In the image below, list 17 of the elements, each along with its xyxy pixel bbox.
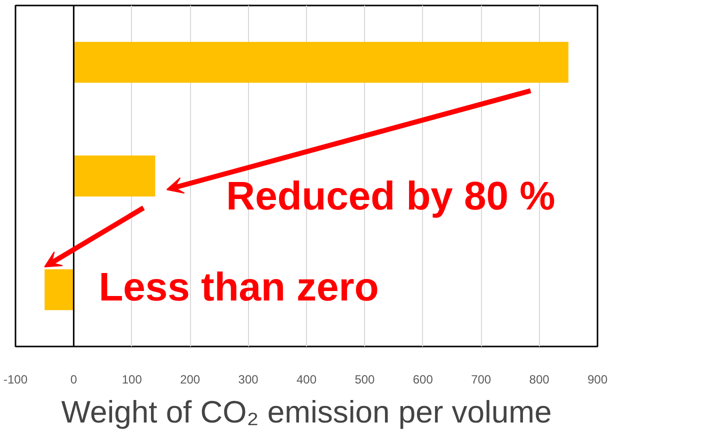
x-tick-label: -100 [3, 372, 28, 386]
x-tick-label: 0 [70, 372, 78, 386]
x-tick-label: 900 [587, 372, 608, 386]
annotation: Reduced by 80 % [226, 174, 556, 218]
x-tick-label: 600 [412, 372, 434, 386]
x-tick-label: 500 [354, 372, 376, 386]
x-tick-label: 700 [471, 372, 492, 386]
annotation: Less than zero [98, 265, 379, 310]
x-tick-label: 800 [529, 372, 550, 386]
x-tick-label: 100 [122, 372, 142, 386]
x-tick-label: 200 [180, 372, 200, 386]
bar [44, 269, 74, 310]
x-tick-label: 400 [296, 372, 317, 386]
bar [74, 42, 568, 83]
x-axis-title: Weight of CO₂ emission per volume [61, 394, 552, 430]
x-tick-label: 300 [238, 372, 259, 386]
bar [74, 156, 156, 196]
